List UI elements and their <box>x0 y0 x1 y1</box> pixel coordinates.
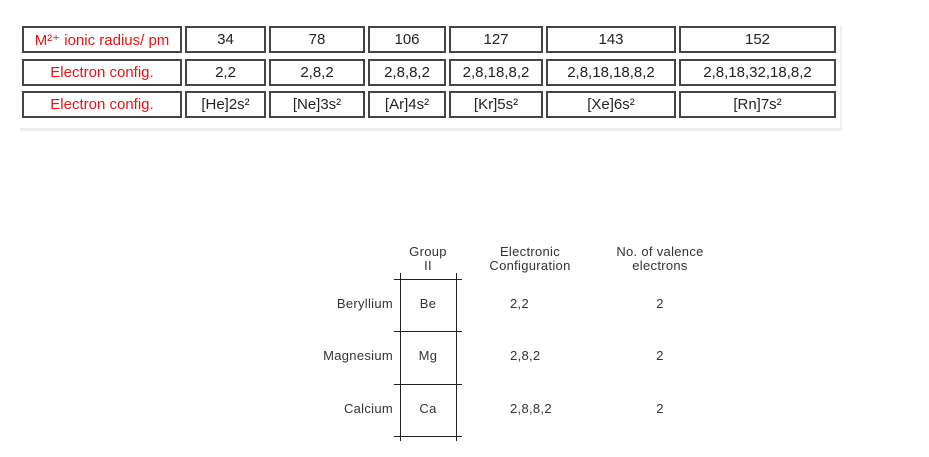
element-name: Calcium <box>343 401 393 416</box>
table-cell: 2,2 <box>185 59 266 86</box>
header-valence-line1: No. of valence <box>616 244 704 259</box>
grid-line <box>394 384 462 385</box>
table-cell: 2,8,18,8,2 <box>449 59 543 86</box>
header-valence: No. of valence electrons <box>616 245 703 273</box>
element-symbol: Be <box>419 296 437 311</box>
valence-count: 2 <box>656 296 664 311</box>
table-cell: [Xe]6s² <box>546 91 676 118</box>
row-label: M²⁺ ionic radius/ pm <box>22 26 182 53</box>
row-label: Electron config. <box>22 59 182 86</box>
header-valence-line2: electrons <box>632 258 688 273</box>
table-cell: 152 <box>679 26 836 53</box>
grid-line <box>400 273 401 441</box>
table-cell: 2,8,18,32,18,8,2 <box>679 59 836 86</box>
element-symbol: Ca <box>419 401 437 416</box>
table-cell: 2,8,2 <box>269 59 365 86</box>
header-group-line2: II <box>424 258 432 273</box>
table-cell: 106 <box>368 26 446 53</box>
table-cell: 2,8,8,2 <box>368 59 446 86</box>
table-cell: 78 <box>269 26 365 53</box>
table-cell: 2,8,18,18,8,2 <box>546 59 676 86</box>
header-config: Electronic Configuration <box>489 245 570 273</box>
valence-count: 2 <box>656 401 664 416</box>
table-cell: 127 <box>449 26 543 53</box>
table-cell: 34 <box>185 26 266 53</box>
header-config-line1: Electronic <box>499 244 561 259</box>
header-group-line1: Group <box>409 244 447 259</box>
header-config-line2: Configuration <box>489 258 571 273</box>
grid-line <box>394 331 462 332</box>
table-cell: [Rn]7s² <box>679 91 836 118</box>
table-cell: [He]2s² <box>185 91 266 118</box>
valence-count: 2 <box>656 348 664 363</box>
table-cell: [Ar]4s² <box>368 91 446 118</box>
element-name: Beryllium <box>336 296 393 311</box>
electron-config: 2,8,8,2 <box>510 401 552 416</box>
header-group: Group II <box>409 245 447 273</box>
table-cell: 143 <box>546 26 676 53</box>
electron-config: 2,8,2 <box>510 348 541 363</box>
table-cell: [Ne]3s² <box>269 91 365 118</box>
grid-line <box>394 436 462 437</box>
grid-line <box>394 279 462 280</box>
electron-config: 2,2 <box>510 296 529 311</box>
table-cell: [Kr]5s² <box>449 91 543 118</box>
row-label: Electron config. <box>22 91 182 118</box>
element-symbol: Mg <box>418 348 438 363</box>
grid-line <box>456 273 457 441</box>
element-name: Magnesium <box>323 348 393 363</box>
